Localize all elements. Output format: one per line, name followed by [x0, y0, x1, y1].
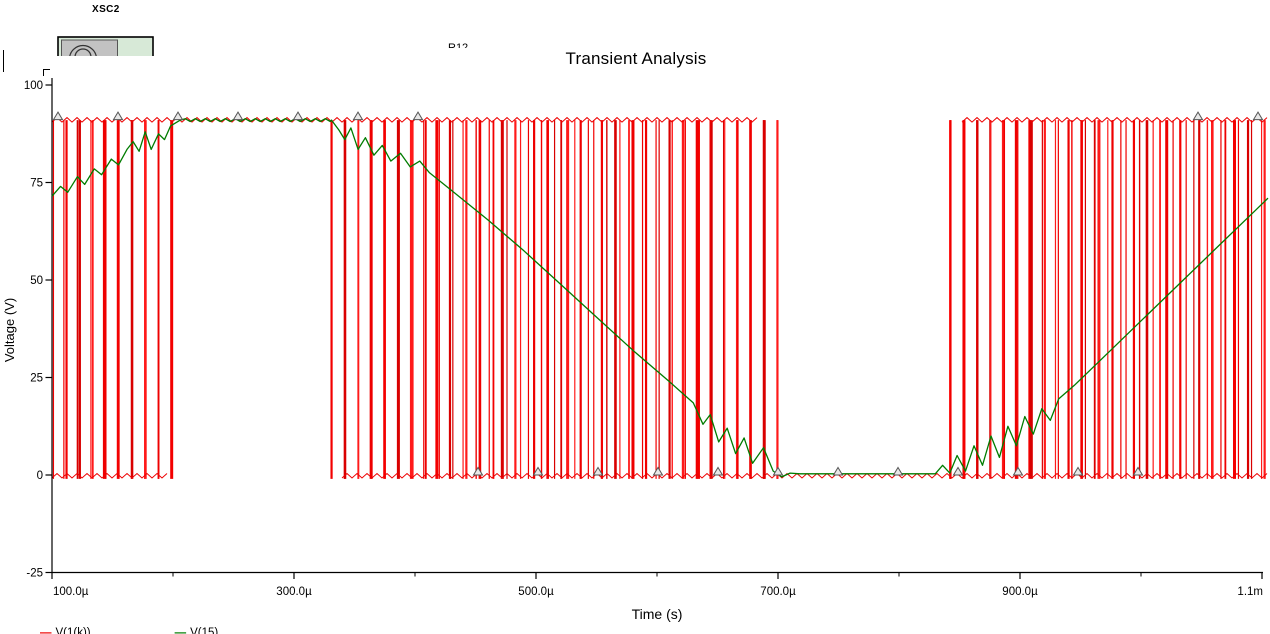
trace-marker-triangle [712, 466, 724, 476]
trace-marker-triangle [1252, 111, 1264, 121]
legend-label: V(15) [190, 627, 219, 634]
x-tick-label: 300.0µ [276, 586, 312, 598]
y-tick-label: 100 [24, 80, 43, 92]
trace-swatch: — [40, 627, 52, 634]
trace-marker-triangle [532, 466, 544, 476]
trace-marker-triangle [1072, 466, 1084, 476]
trace-marker-triangle [772, 466, 784, 476]
y-tick-label: -25 [26, 568, 43, 580]
oscilloscope-icon [57, 36, 154, 56]
legend-item[interactable]: — V(1(k)) [40, 627, 91, 634]
legend-label: V(1(k)) [55, 627, 91, 634]
trace-swatch: — [174, 627, 187, 634]
y-tick-label: 25 [30, 373, 43, 385]
y-tick-label: 75 [30, 178, 43, 190]
schematic-wire-fragment [43, 69, 50, 70]
trace-marker-triangle [472, 466, 484, 476]
trace-marker-triangle [952, 466, 964, 476]
x-tick-label: 900.0µ [1002, 586, 1038, 598]
trace-marker-triangle [112, 111, 124, 121]
schematic-wire-fragment [43, 69, 44, 76]
y-tick-label: 50 [30, 275, 43, 287]
schematic-wire-fragment [3, 50, 4, 72]
x-tick-label: 500.0µ [518, 586, 554, 598]
x-tick-label: 1.1m [1237, 586, 1263, 598]
trace-legend[interactable]: — V(1(k)) — V(15) [40, 627, 440, 634]
trace-marker-triangle [652, 466, 664, 476]
x-tick-label: 100.0µ [53, 586, 89, 598]
pwm-high-rail [51, 116, 1268, 123]
trace-marker-triangle [892, 466, 904, 476]
trace-marker-triangle [52, 111, 64, 121]
trace-marker-triangle [292, 111, 304, 121]
x-axis-title: Time (s) [631, 606, 683, 622]
oscilloscope-ref-label: XSC2 [92, 4, 120, 15]
chart-title: Transient Analysis [565, 49, 707, 68]
resistor-ref-label-clip: R12 [448, 38, 482, 48]
trace-marker-triangle [1012, 466, 1024, 476]
trace-marker-triangle [412, 111, 424, 121]
resistor-ref-label: R12 [448, 42, 469, 48]
trace-marker-triangle [832, 466, 844, 476]
pwm-low-rail [51, 472, 1268, 479]
trace-marker-triangle [352, 111, 364, 121]
trace-marker-triangle [1192, 111, 1204, 121]
x-tick-label: 700.0µ [760, 586, 796, 598]
y-tick-label: 0 [37, 470, 43, 482]
trace-marker-triangle [592, 466, 604, 476]
trace-marker-triangle [1132, 466, 1144, 476]
trace-marker-triangle [172, 111, 184, 121]
legend-item[interactable]: — V(15) [175, 627, 219, 634]
trace-marker-triangle [232, 111, 244, 121]
